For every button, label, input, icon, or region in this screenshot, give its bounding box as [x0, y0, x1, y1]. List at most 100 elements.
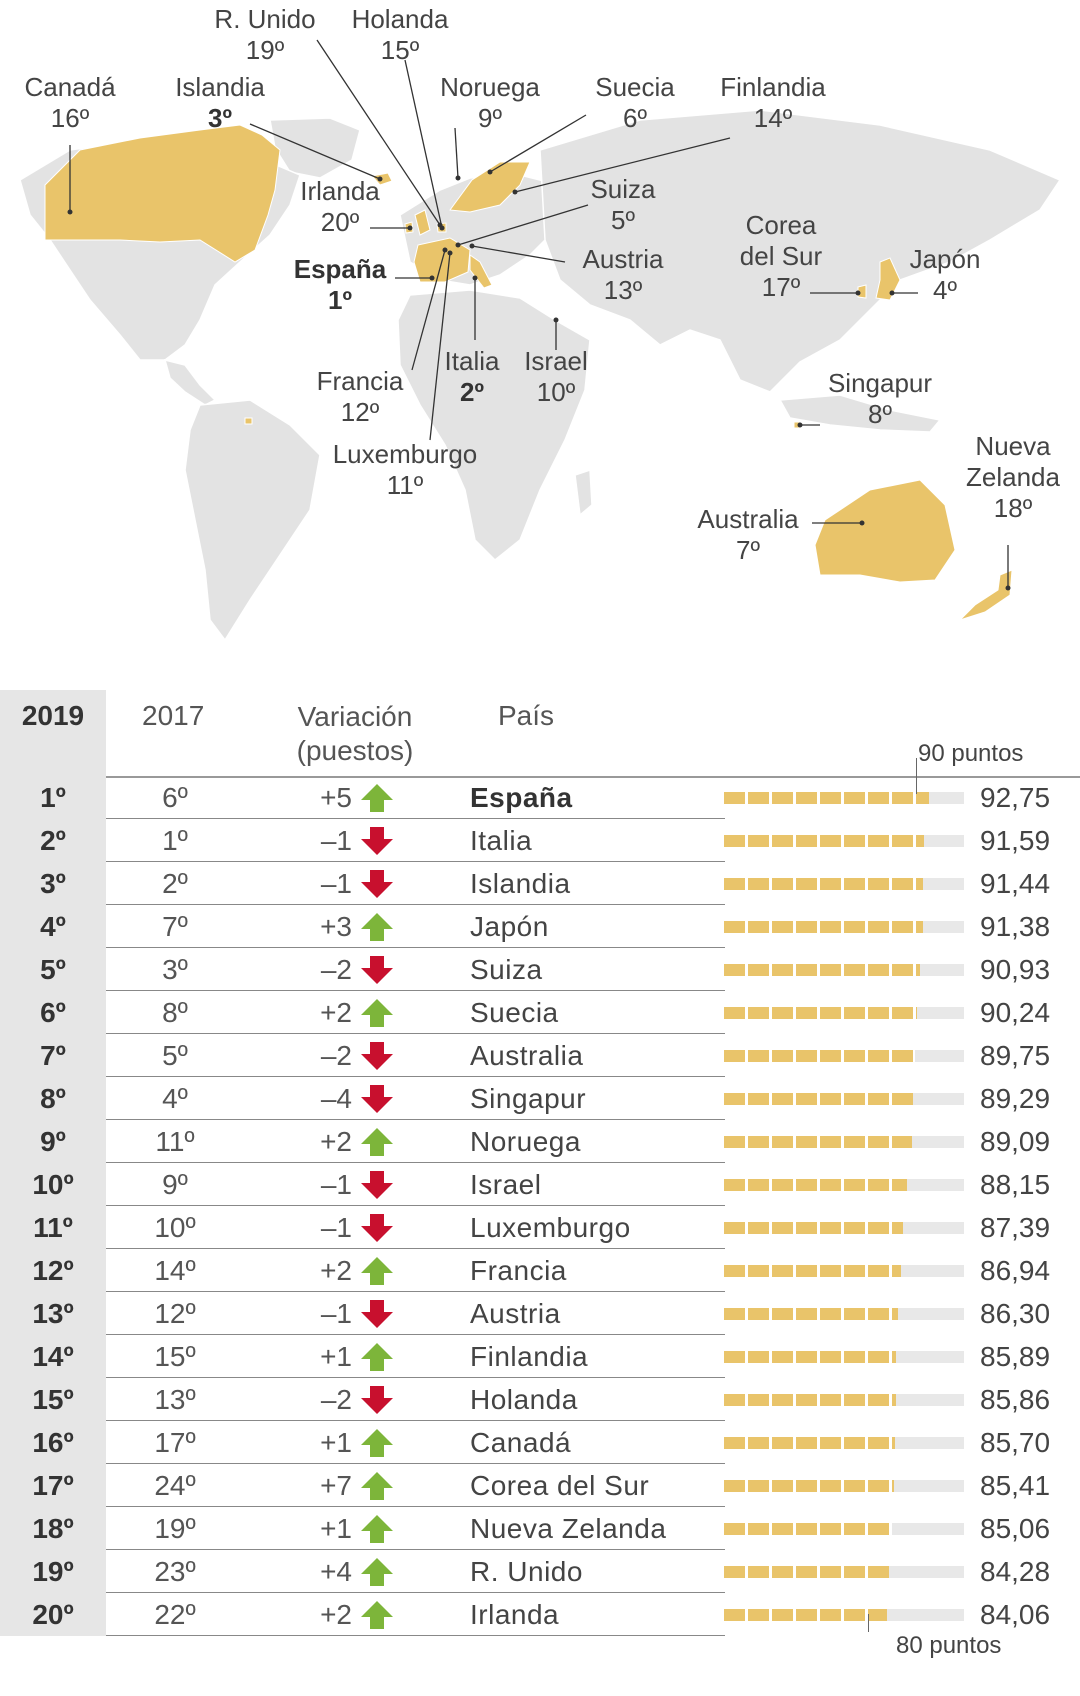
rank-2019: 10º [0, 1163, 106, 1206]
arrow-down-icon [361, 1042, 393, 1070]
ranked-countries [44, 124, 1013, 621]
arrow-down-icon [361, 1386, 393, 1414]
rank-2019: 1º [0, 776, 106, 819]
variation-value: +5 [320, 782, 352, 813]
row-divider [106, 904, 725, 905]
map-country-name: Suiza [590, 174, 656, 204]
score-bar-track [724, 1394, 964, 1406]
map-rank: 2º [460, 377, 484, 407]
table-row: 14º 15º +1 Finlandia 85,89 [0, 1335, 1080, 1378]
map-label-israel: Israel 10º [524, 346, 588, 407]
map-label-australia: Australia 7º [697, 504, 799, 565]
rank-2019: 2º [0, 819, 106, 862]
table-row: 15º 13º –2 Holanda 85,86 [0, 1378, 1080, 1421]
scandinavia-shape [449, 161, 531, 213]
country-name: Italia [470, 825, 533, 856]
country-name: Israel [470, 1169, 542, 1200]
africa [397, 289, 591, 562]
uk-shape [414, 209, 431, 236]
world-map: R. Unido 19º Holanda 15º Canadá 16º Islandia 3º… [19, 4, 1062, 642]
variation-value: –1 [320, 1212, 352, 1243]
rank-2019: 3º [0, 862, 106, 905]
score-value: 85,41 [980, 1470, 1051, 1501]
rank-2017: 12º [154, 1298, 196, 1329]
variation-value: +2 [320, 1599, 352, 1630]
country-name: Francia [470, 1255, 567, 1286]
header-variation: Variación (puestos) [270, 700, 440, 768]
score-value: 84,28 [980, 1556, 1051, 1587]
map-label-singapur: Singapur 8º [828, 368, 932, 429]
marker-80-tick [868, 1614, 869, 1632]
score-value: 91,59 [980, 825, 1051, 856]
country-name: Suiza [470, 954, 543, 985]
country-name: Islandia [470, 868, 571, 899]
rank-2019: 11º [0, 1206, 106, 1249]
score-bar-track [724, 1050, 964, 1062]
map-country-name: Nueva [975, 431, 1051, 461]
country-name: Noruega [470, 1126, 581, 1157]
row-divider [106, 1205, 725, 1206]
asia [539, 109, 1062, 393]
marker-90-tick [916, 758, 917, 794]
table-row: 2º 1º –1 Italia 91,59 [0, 819, 1080, 862]
map-rank: 3º [208, 103, 232, 133]
table-row: 10º 9º –1 Israel 88,15 [0, 1163, 1080, 1206]
map-rank: 14º [754, 103, 793, 133]
score-bar [724, 1007, 917, 1019]
arrow-down-icon [361, 956, 393, 984]
score-bar-track [724, 964, 964, 976]
score-value: 85,70 [980, 1427, 1051, 1458]
map-rank: 15º [381, 35, 420, 65]
rank-2017: 10º [154, 1212, 196, 1243]
score-bar-track [724, 1179, 964, 1191]
rank-2017: 7º [162, 911, 188, 942]
variation-value: –1 [320, 1298, 352, 1329]
arrow-down-icon [361, 1085, 393, 1113]
score-bar [724, 1480, 894, 1492]
country-name: Japón [470, 911, 549, 942]
rank-2019: 14º [0, 1335, 106, 1378]
header-variation-line1: Variación [297, 701, 413, 732]
rank-2017: 3º [162, 954, 188, 985]
score-bar-track [724, 1007, 964, 1019]
rank-2019: 5º [0, 948, 106, 991]
score-value: 88,15 [980, 1169, 1051, 1200]
table-row: 7º 5º –2 Australia 89,75 [0, 1034, 1080, 1077]
score-bar [724, 1265, 901, 1277]
map-country-name: Noruega [440, 72, 540, 102]
score-value: 90,93 [980, 954, 1051, 985]
country-name: R. Unido [470, 1556, 583, 1587]
score-bar-track [724, 1480, 964, 1492]
variation-value: –2 [320, 1384, 352, 1415]
arrow-up-icon [361, 784, 393, 812]
arrow-down-icon [361, 1300, 393, 1328]
rank-2017: 4º [162, 1083, 188, 1114]
variation-value: +4 [320, 1556, 352, 1587]
map-country-name: Islandia [175, 72, 265, 102]
rank-2017: 11º [155, 1126, 195, 1157]
score-bar [724, 878, 923, 890]
rank-2017: 6º [162, 782, 188, 813]
map-rank: 6º [623, 103, 647, 133]
score-value: 85,06 [980, 1513, 1051, 1544]
row-divider [106, 947, 725, 948]
rank-2017: 15º [154, 1341, 196, 1372]
country-name: Singapur [470, 1083, 587, 1114]
map-label-espana: España 1º [294, 254, 387, 315]
country-name: Corea del Sur [470, 1470, 650, 1501]
map-country-name: Francia [317, 366, 404, 396]
map-label-austria: Austria 13º [583, 244, 664, 305]
score-bar-track [724, 835, 964, 847]
rank-2019: 16º [0, 1421, 106, 1464]
score-value: 89,75 [980, 1040, 1051, 1071]
map-country-name: Japón [910, 244, 981, 274]
score-bar-track [724, 921, 964, 933]
rank-2017: 17º [154, 1427, 196, 1458]
map-country-name: Corea [746, 210, 817, 240]
map-label-suiza: Suiza 5º [590, 174, 656, 235]
score-bar [724, 1523, 892, 1535]
score-bar-track [724, 1136, 964, 1148]
map-rank: 1º [328, 285, 352, 315]
country-name: España [470, 782, 573, 813]
arrow-up-icon [361, 1429, 393, 1457]
